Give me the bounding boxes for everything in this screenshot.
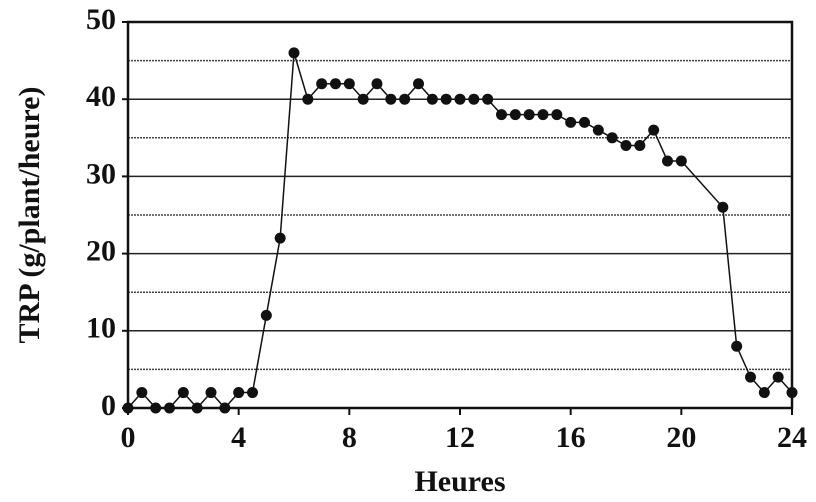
marker (675, 155, 687, 167)
x-axis-label: Heures (414, 465, 505, 498)
y-tick-label: 0 (101, 389, 116, 422)
marker (565, 116, 577, 128)
x-tick-label: 24 (777, 421, 807, 454)
marker (551, 109, 563, 121)
marker (288, 47, 300, 59)
y-tick-label: 20 (86, 234, 116, 267)
marker (579, 116, 590, 128)
marker (413, 78, 424, 90)
marker (233, 387, 245, 399)
x-tick-label: 8 (342, 421, 357, 454)
y-tick-label: 40 (86, 80, 116, 113)
y-tick-label: 10 (86, 312, 116, 345)
marker (150, 402, 162, 414)
marker (648, 124, 660, 136)
marker (745, 371, 756, 383)
marker (205, 387, 217, 399)
marker (399, 93, 411, 105)
line (127, 52, 793, 410)
marker (523, 109, 535, 121)
marker (274, 232, 286, 244)
marker (357, 93, 369, 105)
plot-frame (126, 20, 794, 410)
marker (371, 78, 383, 90)
marker (634, 140, 646, 152)
marker (509, 109, 521, 121)
marker (482, 93, 494, 105)
marker (316, 78, 328, 90)
marker (468, 93, 480, 105)
x-tick-label: 0 (121, 421, 136, 454)
marker (136, 387, 148, 399)
marker (330, 78, 341, 90)
marker (662, 155, 673, 167)
marker (440, 93, 452, 105)
marker (247, 387, 258, 399)
marker (260, 309, 272, 321)
x-tick-label: 20 (666, 421, 696, 454)
marker (191, 402, 203, 414)
x-tick-label: 12 (445, 421, 475, 454)
marker (385, 93, 397, 105)
y-tick-label: 30 (86, 157, 116, 190)
marker (786, 387, 798, 399)
marker (219, 402, 231, 414)
marker (758, 387, 770, 399)
marker (343, 78, 355, 90)
marker (164, 402, 175, 414)
x-tick-label: 4 (231, 421, 246, 454)
marker (606, 132, 618, 144)
marker (537, 109, 549, 121)
marker (302, 93, 314, 105)
marker (454, 93, 466, 105)
y-axis-label: TRP (g/plant/heure) (13, 87, 46, 344)
marker (496, 109, 507, 121)
marker (177, 387, 189, 399)
marker (772, 371, 784, 383)
x-tick-label: 16 (556, 421, 586, 454)
marker (731, 340, 743, 352)
marker (620, 140, 632, 152)
marker (717, 201, 729, 213)
marker (426, 93, 438, 105)
marker (122, 402, 134, 414)
marker (592, 124, 604, 136)
y-tick-label: 50 (86, 3, 116, 36)
